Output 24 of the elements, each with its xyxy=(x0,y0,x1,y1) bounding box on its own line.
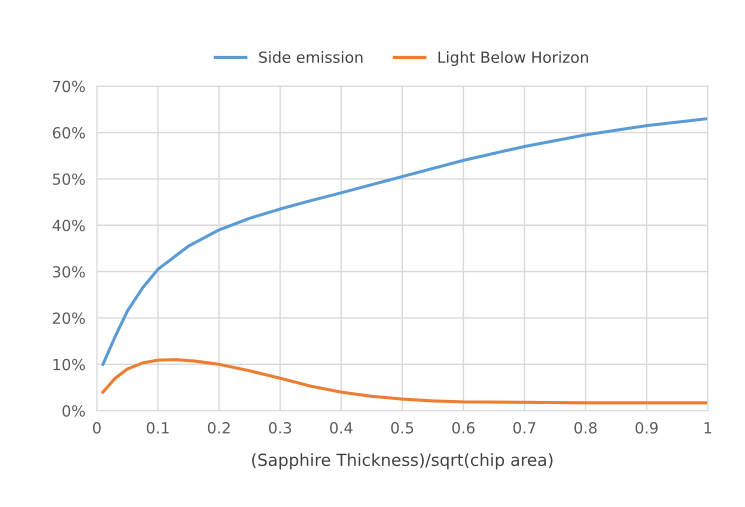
legend-label: Light Below Horizon xyxy=(438,51,588,66)
x-tick-label: 0.1 xyxy=(146,422,169,434)
y-tick-label: 0% xyxy=(62,405,85,417)
x-tick-label: 0.5 xyxy=(391,422,414,434)
x-tick-label: 0.8 xyxy=(574,422,597,434)
y-tick-label: 60% xyxy=(52,127,85,139)
y-tick-label: 40% xyxy=(52,220,85,232)
x-tick-label: 0.2 xyxy=(208,422,230,434)
x-tick-label: 0.3 xyxy=(268,422,292,434)
x-tick-label: 0 xyxy=(92,422,101,434)
y-tick-label: 50% xyxy=(52,173,85,185)
x-tick-label: 0.6 xyxy=(452,422,475,434)
y-tick-label: 70% xyxy=(53,80,85,92)
legend-label: Side emission xyxy=(259,51,362,63)
x-axis-title: (Sapphire Thickness)/sqrt(chip area) xyxy=(252,453,552,470)
x-tick-label: 0.9 xyxy=(636,422,658,434)
line-series xyxy=(101,117,708,366)
y-tick-label: 10% xyxy=(53,358,85,370)
y-tick-label: 30% xyxy=(52,266,85,278)
x-tick-label: 0.4 xyxy=(330,422,352,434)
x-tick-label: 1 xyxy=(704,422,712,434)
x-tick-label: 0.7 xyxy=(513,422,536,434)
y-tick-label: 20% xyxy=(52,312,85,324)
line-series xyxy=(101,358,708,404)
